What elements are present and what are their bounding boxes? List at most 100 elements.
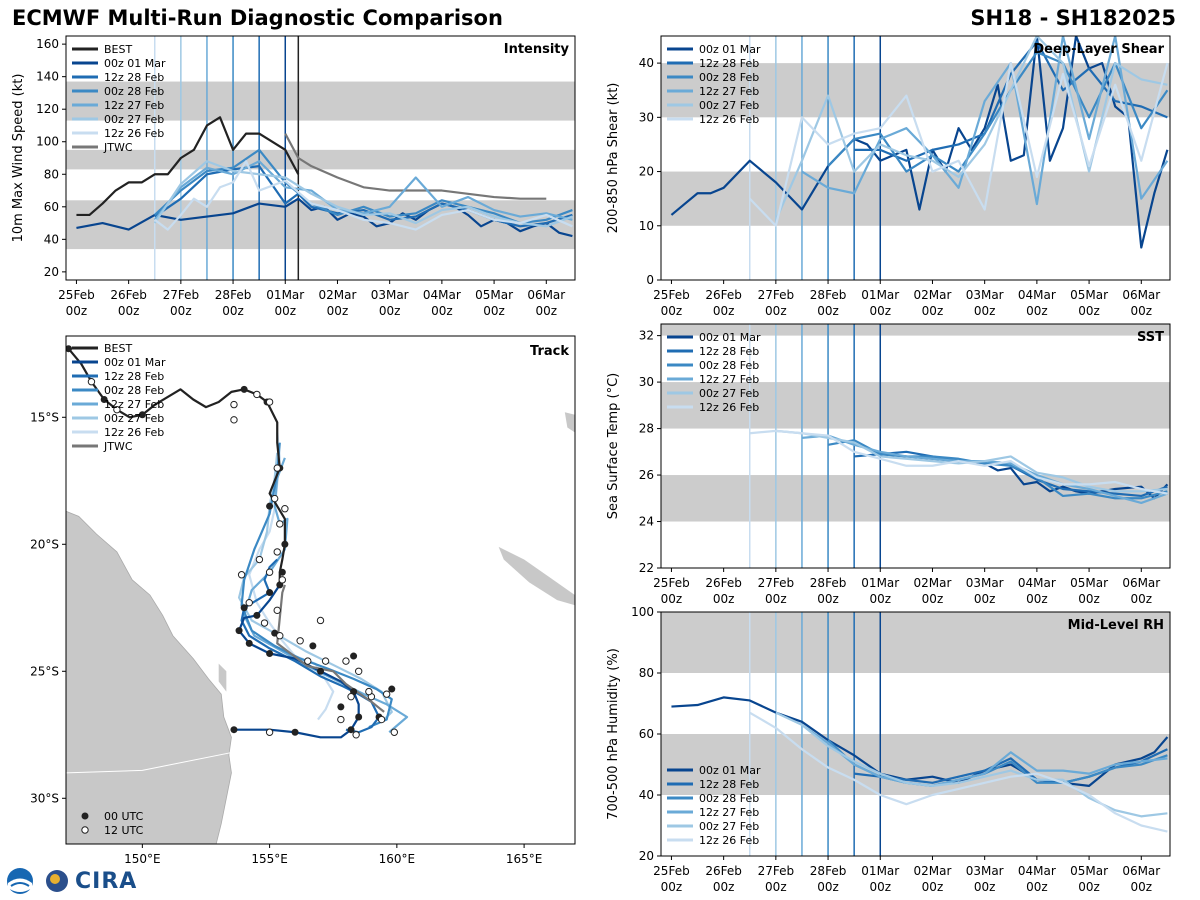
- marker-12utc: [237, 571, 246, 579]
- y-tick-label: 20: [639, 849, 654, 863]
- x-tick-label: 03Mar: [966, 576, 1004, 590]
- x-tick-label: 05Mar: [1070, 864, 1108, 878]
- x-tick-label: 00z: [1130, 880, 1152, 894]
- x-tick-label: 01Mar: [266, 288, 304, 302]
- x-tick-label: 06Mar: [527, 288, 565, 302]
- marker-12utc: [265, 728, 274, 736]
- marker-00utc: [100, 396, 108, 403]
- x-tick-label: 06Mar: [1122, 864, 1160, 878]
- y-tick-label: 120: [36, 102, 59, 116]
- shear-panel: 0 10 20 30 40 25Feb 00z 26Feb 00z 27Feb 00z 28Feb 00…: [606, 35, 1171, 318]
- x-tick-label: 06Mar: [1122, 576, 1160, 590]
- marker-00utc: [66, 345, 73, 353]
- threshold-band: [661, 612, 1170, 673]
- x-tick-label: 27Feb: [758, 576, 795, 590]
- x-tick-label: 02Mar: [914, 288, 952, 302]
- series-line-00z-27-feb: [775, 429, 1168, 493]
- x-tick-label: 00z: [222, 304, 244, 318]
- series-line-12z-26-feb: [748, 62, 1169, 227]
- x-tick-label: 00z: [974, 304, 996, 318]
- y-tick-label: 30: [639, 375, 654, 389]
- legend-marker-12utc: [81, 826, 89, 834]
- marker-12utc: [354, 667, 363, 675]
- marker-12utc: [113, 405, 121, 414]
- legend-label: 00z 27 Feb: [699, 99, 759, 112]
- marker-00utc: [337, 703, 345, 711]
- x-tick-label: 00z: [379, 304, 401, 318]
- series-line-00z-28-feb: [827, 439, 1168, 500]
- x-tick-label: 00z: [713, 880, 735, 894]
- track-panel: 150°E 155°E 160°E 165°E 15°S 20°S 25°S 30°S Trac…: [30, 335, 576, 866]
- x-tick-label: 00z: [713, 304, 735, 318]
- marker-12utc: [281, 505, 289, 513]
- y-tick-label: 80: [44, 167, 59, 181]
- y-tick-label: 30°S: [30, 791, 59, 805]
- marker-00utc: [240, 385, 248, 393]
- vanuatu-island: [564, 412, 575, 433]
- legend-label: 12z 27 Feb: [104, 398, 164, 411]
- intensity-panel: 20 40 60 80 100 120 140 160 25Feb 00z 26Feb 00z 27Fe…: [11, 35, 576, 318]
- marker-00utc: [278, 568, 286, 576]
- x-tick-label: 00z: [1078, 880, 1100, 894]
- x-tick-label: 25Feb: [653, 864, 690, 878]
- x-tick-label: 00z: [535, 304, 557, 318]
- x-tick-label: 00z: [170, 304, 192, 318]
- marker-00utc: [317, 667, 324, 675]
- globe-logo-icon: [46, 870, 68, 892]
- legend-label: 00z 28 Feb: [699, 71, 759, 84]
- marker-00utc: [281, 540, 289, 548]
- page-title: ECMWF Multi-Run Diagnostic Comparison: [12, 6, 503, 30]
- y-tick-label: 24: [639, 515, 654, 529]
- plot-frame: [65, 335, 576, 845]
- marker-12utc: [276, 520, 284, 528]
- legend-label: 00z 01 Mar: [699, 764, 761, 777]
- x-tick-label: 03Mar: [966, 288, 1004, 302]
- legend-label: 12z 26 Feb: [104, 426, 164, 439]
- series-line-best: [76, 116, 300, 217]
- legend-label: 12z 27 Feb: [104, 99, 164, 112]
- x-tick-label: 00z: [713, 592, 735, 606]
- x-tick-label: 25Feb: [653, 576, 690, 590]
- panel-title: Intensity: [504, 42, 570, 57]
- marker-12utc: [365, 687, 373, 696]
- marker-12utc: [276, 632, 284, 640]
- legend-label: JTWC: [103, 141, 133, 154]
- threshold-band: [661, 324, 1170, 336]
- x-tick-label: 00z: [869, 304, 891, 318]
- marker-00utc: [309, 642, 317, 650]
- x-tick-label: 00z: [1078, 592, 1100, 606]
- marker-12utc: [347, 692, 355, 701]
- legend-label: JTWC: [103, 440, 133, 453]
- y-tick-label: 140: [36, 70, 59, 84]
- threshold-band: [66, 149, 575, 170]
- marker-12utc: [342, 657, 350, 665]
- x-tick-label: 00z: [922, 304, 944, 318]
- legend-label: 12z 28 Feb: [104, 71, 164, 84]
- x-tick-label: 25Feb: [653, 288, 690, 302]
- series-line-12z-27-feb: [153, 160, 573, 221]
- x-tick-label: 00z: [431, 304, 453, 318]
- x-tick-label: 28Feb: [810, 576, 847, 590]
- legend-label: 12z 28 Feb: [699, 778, 759, 791]
- marker-12utc: [382, 690, 391, 698]
- x-tick-label: 00z: [817, 592, 839, 606]
- x-tick-label: 00z: [1026, 304, 1048, 318]
- x-tick-label: 00z: [765, 880, 787, 894]
- series-line-12z-27-feb: [801, 723, 1168, 787]
- y-tick-label: 100: [36, 135, 59, 149]
- new-caledonia: [498, 546, 575, 606]
- y-tick-label: 100: [631, 605, 654, 619]
- marker-00utc: [266, 502, 274, 510]
- series-line-12z-27-feb: [801, 36, 1169, 206]
- x-tick-label: 28Feb: [810, 288, 847, 302]
- marker-12utc: [321, 657, 330, 665]
- legend-label: 00 UTC: [104, 810, 144, 823]
- legend-label: 00z 28 Feb: [104, 85, 164, 98]
- x-tick-label: 00z: [869, 880, 891, 894]
- x-tick-label: 00z: [1026, 592, 1048, 606]
